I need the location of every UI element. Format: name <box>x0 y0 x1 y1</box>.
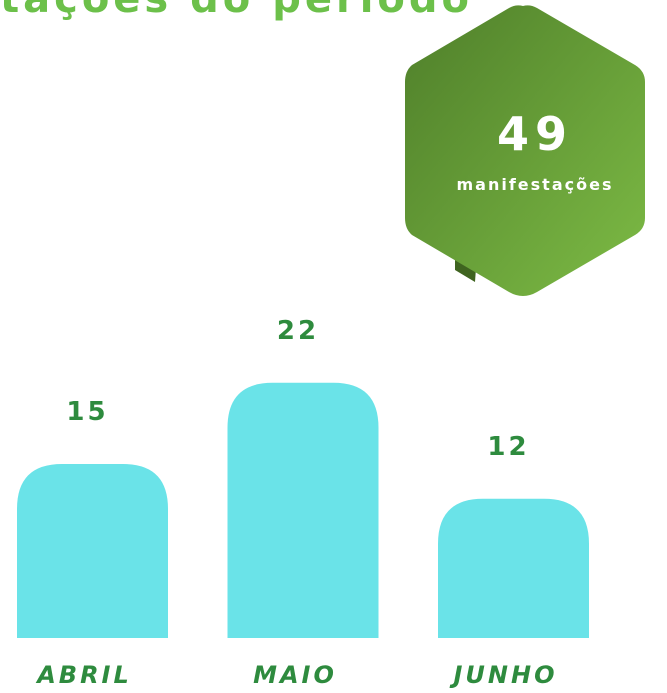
bar <box>227 382 379 638</box>
bar <box>438 498 589 638</box>
badge-label: manifestações <box>457 175 614 194</box>
value-label: 22 <box>277 316 319 346</box>
badge: 49 manifestações <box>405 5 645 296</box>
bar-chart: 15 ABRIL 22 MAIO 12 JUNHO <box>17 316 589 689</box>
value-label: 12 <box>487 432 529 462</box>
badge-hexagon <box>405 5 645 296</box>
category-label: MAIO <box>253 661 337 689</box>
badge-value: 49 <box>497 107 573 161</box>
value-label: 15 <box>66 397 108 427</box>
category-label: ABRIL <box>35 661 132 689</box>
title: tações do período <box>0 0 473 22</box>
category-label: JUNHO <box>450 661 558 689</box>
bar <box>17 464 168 638</box>
